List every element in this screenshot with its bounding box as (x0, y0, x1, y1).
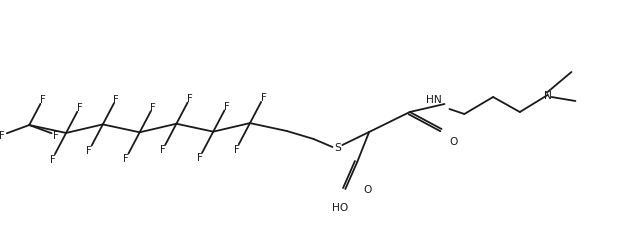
Text: F: F (86, 145, 92, 155)
Text: F: F (224, 102, 230, 112)
Text: F: F (40, 95, 45, 105)
Text: F: F (261, 93, 266, 103)
Text: F: F (0, 131, 5, 140)
Text: F: F (187, 94, 193, 104)
Text: N: N (543, 91, 551, 101)
Text: HO: HO (332, 202, 348, 212)
Text: F: F (233, 144, 239, 154)
Text: O: O (363, 184, 371, 194)
Text: HN: HN (426, 94, 442, 105)
Text: F: F (50, 154, 55, 164)
Text: F: F (197, 153, 202, 163)
Text: O: O (449, 137, 458, 146)
Text: F: F (53, 131, 59, 140)
Text: F: F (160, 145, 166, 155)
Text: F: F (124, 153, 129, 163)
Text: F: F (150, 102, 156, 112)
Text: F: F (77, 103, 83, 113)
Text: S: S (334, 142, 341, 152)
Text: F: F (114, 94, 119, 104)
